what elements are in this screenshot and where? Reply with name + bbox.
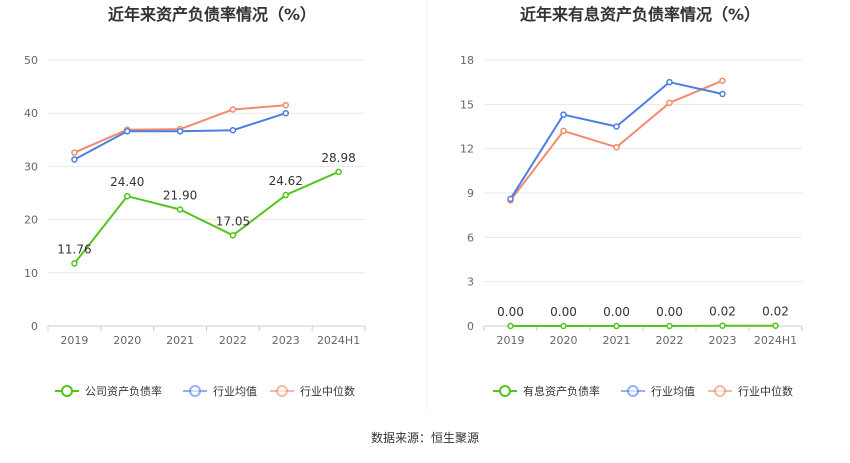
series-line-median bbox=[511, 81, 723, 201]
legend-swatch-marker bbox=[628, 386, 638, 396]
y-tick-label: 15 bbox=[460, 98, 474, 111]
data-label: 17.05 bbox=[216, 214, 250, 228]
data-label: 0.02 bbox=[709, 305, 736, 319]
data-point-company bbox=[773, 323, 778, 328]
y-tick-label: 50 bbox=[24, 54, 38, 67]
data-point-avg bbox=[667, 80, 672, 85]
legend-item-avg: 行业均值 bbox=[183, 385, 257, 398]
legend-swatch-marker bbox=[277, 386, 287, 396]
data-point-avg bbox=[614, 124, 619, 129]
data-point-company bbox=[72, 261, 77, 266]
data-point-median bbox=[230, 107, 235, 112]
y-tick-label: 12 bbox=[460, 143, 474, 156]
data-point-avg bbox=[561, 112, 566, 117]
x-tick-label: 2021 bbox=[166, 334, 194, 347]
y-tick-label: 3 bbox=[467, 276, 474, 289]
data-point-median bbox=[667, 100, 672, 105]
chart-2: 近年来有息资产负债率情况（%） 0 3 6 9 12 15 18 2019 2020 2021 202… bbox=[460, 5, 802, 398]
legend-label: 行业中位数 bbox=[300, 384, 355, 398]
y-tick-label: 0 bbox=[467, 320, 474, 333]
data-label: 24.62 bbox=[269, 174, 303, 188]
data-label: 0.00 bbox=[550, 305, 577, 319]
legend-swatch-marker bbox=[715, 386, 725, 396]
y-tick-label: 0 bbox=[31, 320, 38, 333]
data-point-median bbox=[720, 78, 725, 83]
x-tick-label: 2024H1 bbox=[754, 334, 797, 347]
data-point-median bbox=[561, 128, 566, 133]
y-tick-label: 10 bbox=[24, 267, 38, 280]
data-point-avg bbox=[178, 129, 183, 134]
y-tick-label: 9 bbox=[467, 187, 474, 200]
x-tick-label: 2022 bbox=[656, 334, 684, 347]
data-point-company bbox=[561, 324, 566, 329]
legend-swatch-marker bbox=[62, 386, 72, 396]
data-label: 0.00 bbox=[497, 305, 524, 319]
data-label: 21.90 bbox=[163, 188, 197, 202]
x-tick-label: 2024H1 bbox=[317, 334, 360, 347]
data-point-company bbox=[230, 233, 235, 238]
legend-label: 行业均值 bbox=[651, 385, 695, 398]
legend-item-avg: 行业均值 bbox=[621, 385, 695, 398]
data-point-company bbox=[178, 207, 183, 212]
data-point-company bbox=[720, 323, 725, 328]
chart-title: 近年来有息资产负债率情况（%） bbox=[520, 5, 760, 24]
data-point-company bbox=[614, 324, 619, 329]
legend-item-company: 公司资产负债率 bbox=[55, 384, 162, 398]
legend-swatch-marker bbox=[190, 386, 200, 396]
legend-label: 行业中位数 bbox=[738, 384, 793, 398]
y-tick-label: 18 bbox=[460, 54, 474, 67]
x-tick-label: 2020 bbox=[550, 334, 578, 347]
data-label: 24.40 bbox=[110, 175, 144, 189]
chart-1: 近年来资产负债率情况（%） 0 10 20 30 40 50 2019 2020 2021 2022… bbox=[24, 5, 365, 398]
x-tick-label: 2021 bbox=[603, 334, 631, 347]
x-tick-label: 2023 bbox=[709, 334, 737, 347]
data-point-company bbox=[125, 194, 130, 199]
series-line-avg bbox=[511, 82, 723, 199]
data-point-company bbox=[667, 324, 672, 329]
legend-item-median: 行业中位数 bbox=[708, 384, 793, 398]
x-tick-label: 2020 bbox=[113, 334, 141, 347]
x-tick-label: 2023 bbox=[272, 334, 300, 347]
legend-swatch-marker bbox=[500, 386, 510, 396]
data-point-median bbox=[614, 145, 619, 150]
data-point-avg bbox=[283, 111, 288, 116]
legend-label: 公司资产负债率 bbox=[85, 384, 162, 398]
series-line-avg bbox=[74, 113, 285, 159]
data-point-avg bbox=[125, 129, 130, 134]
data-point-avg bbox=[230, 128, 235, 133]
data-point-median bbox=[283, 103, 288, 108]
data-source: 数据来源：恒生聚源 bbox=[371, 430, 479, 445]
data-label: 11.76 bbox=[57, 242, 91, 256]
data-label: 0.00 bbox=[656, 305, 683, 319]
x-tick-label: 2019 bbox=[497, 334, 525, 347]
data-point-company bbox=[336, 169, 341, 174]
data-point-company bbox=[508, 324, 513, 329]
y-tick-label: 20 bbox=[24, 214, 38, 227]
data-point-avg bbox=[508, 196, 513, 201]
data-label: 0.02 bbox=[762, 305, 789, 319]
data-label: 28.98 bbox=[321, 151, 355, 165]
data-point-avg bbox=[72, 157, 77, 162]
legend-item-median: 行业中位数 bbox=[270, 384, 355, 398]
y-tick-label: 30 bbox=[24, 160, 38, 173]
legend-label: 有息资产负债率 bbox=[523, 384, 600, 398]
y-tick-label: 6 bbox=[467, 231, 474, 244]
data-point-avg bbox=[720, 91, 725, 96]
chart-title: 近年来资产负债率情况（%） bbox=[108, 5, 316, 24]
data-point-company bbox=[283, 193, 288, 198]
x-tick-label: 2019 bbox=[60, 334, 88, 347]
legend-item-company: 有息资产负债率 bbox=[493, 384, 600, 398]
x-tick-label: 2022 bbox=[219, 334, 247, 347]
legend-label: 行业均值 bbox=[213, 385, 257, 398]
y-tick-label: 40 bbox=[24, 107, 38, 120]
data-label: 0.00 bbox=[603, 305, 630, 319]
data-point-median bbox=[72, 150, 77, 155]
